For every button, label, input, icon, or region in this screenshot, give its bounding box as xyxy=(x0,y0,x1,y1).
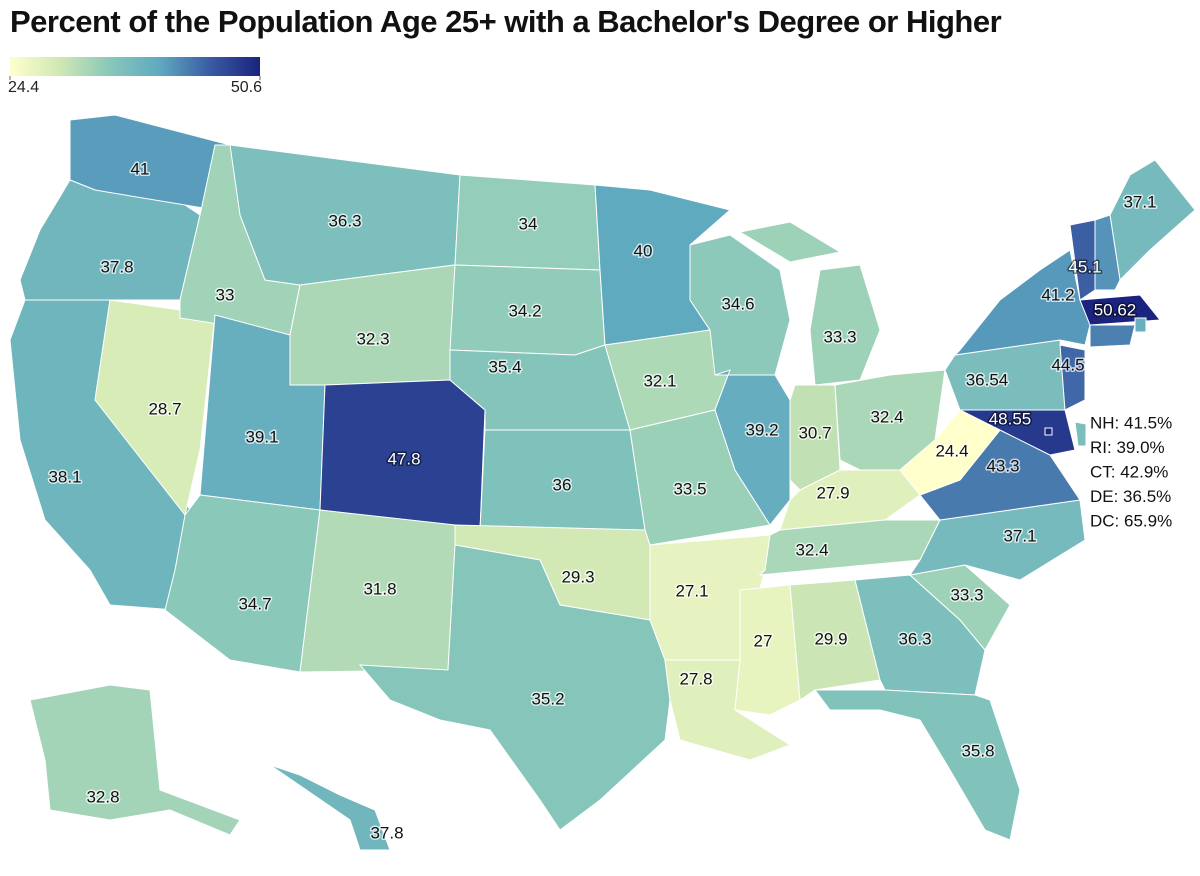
state-value-label: 34.7 xyxy=(238,594,271,613)
legend-min-label: 24.4 xyxy=(8,79,39,96)
state-value-label: 36 xyxy=(553,475,572,494)
state xyxy=(809,264,881,386)
state xyxy=(289,264,456,386)
state-value-label: 33.5 xyxy=(673,479,706,498)
state-value-label: 27.1 xyxy=(675,581,708,600)
annotation: DC: 65.9% xyxy=(1090,511,1172,530)
state-value-label: 36.54 xyxy=(966,370,1009,389)
state-value-label: 31.8 xyxy=(363,579,396,598)
state-value-label: 27.8 xyxy=(679,669,712,688)
annotation: NH: 41.5% xyxy=(1090,413,1172,432)
state-value-label: 24.4 xyxy=(935,441,968,460)
state-value-label: 47.8 xyxy=(387,449,420,468)
map-title: Percent of the Population Age 25+ with a… xyxy=(10,4,1002,39)
state-value-label: 27 xyxy=(754,631,773,650)
state xyxy=(714,369,791,526)
legend-max-label: 50.6 xyxy=(231,79,262,96)
state-value-label: 29.9 xyxy=(814,629,847,648)
state xyxy=(959,409,1076,456)
state-value-label: 34 xyxy=(519,214,538,233)
state-value-label: 27.9 xyxy=(816,483,849,502)
state-value-label: 34.6 xyxy=(721,294,754,313)
state-value-label: 37.1 xyxy=(1003,526,1036,545)
state-value-label: 41.2 xyxy=(1041,285,1074,304)
state xyxy=(738,221,842,263)
state-value-label: 41 xyxy=(131,159,150,178)
state xyxy=(1059,344,1086,411)
state-value-label: 35.2 xyxy=(531,689,564,708)
state-value-label: 38.1 xyxy=(48,467,81,486)
state-value-label: 40 xyxy=(634,241,653,260)
state-labels: 41 37.8 38.1 28.7 33 36.3 32.3 39.1 47.8 34.7 31.8… xyxy=(47,158,1158,844)
state-value-label: 37.8 xyxy=(370,823,403,842)
state-value-label: 39.1 xyxy=(245,427,278,446)
annotation: DE: 36.5% xyxy=(1090,487,1171,506)
state-value-label: 34.2 xyxy=(508,301,541,320)
state-value-label: 32.3 xyxy=(356,329,389,348)
state-value-label: 35.8 xyxy=(961,741,994,760)
state-value-label: 32.1 xyxy=(643,371,676,390)
small-state xyxy=(1074,421,1087,447)
state xyxy=(358,544,671,831)
state xyxy=(29,684,241,836)
state-value-label: 32.4 xyxy=(795,540,828,559)
state xyxy=(814,689,1021,841)
state-value-label: 37.1 xyxy=(1123,192,1156,211)
state xyxy=(164,494,321,673)
small-state xyxy=(1044,427,1053,436)
state-value-label: 39.2 xyxy=(745,420,778,439)
states xyxy=(9,114,1196,851)
state-value-label: 44.5 xyxy=(1051,355,1084,374)
state-value-label: 33 xyxy=(216,285,235,304)
state-value-label: 43.3 xyxy=(986,456,1019,475)
small-state xyxy=(1134,317,1147,333)
state-value-label: 37.8 xyxy=(100,257,133,276)
state-value-label: 29.3 xyxy=(561,567,594,586)
state-value-label: 33.3 xyxy=(823,327,856,346)
state-value-label: 33.3 xyxy=(950,585,983,604)
state-value-label: 36.3 xyxy=(328,211,361,230)
legend-bar xyxy=(10,57,260,76)
state-value-label: 28.7 xyxy=(148,399,181,418)
state xyxy=(269,764,391,851)
state xyxy=(789,579,881,701)
annotation: RI: 39.0% xyxy=(1090,438,1165,457)
state-value-label: 36.3 xyxy=(898,629,931,648)
state-value-label: 50.62 xyxy=(1094,300,1137,319)
state-value-label: 32.4 xyxy=(870,407,903,426)
state xyxy=(1109,159,1196,282)
small-state xyxy=(1089,324,1136,348)
state-value-label: 45.1 xyxy=(1068,257,1101,276)
state-value-label: 48.55 xyxy=(989,409,1032,428)
annotation: CT: 42.9% xyxy=(1090,462,1168,481)
small-state xyxy=(1094,214,1121,291)
state-value-label: 35.4 xyxy=(488,357,521,376)
state-value-label: 32.8 xyxy=(86,787,119,806)
state-value-label: 30.7 xyxy=(798,423,831,442)
